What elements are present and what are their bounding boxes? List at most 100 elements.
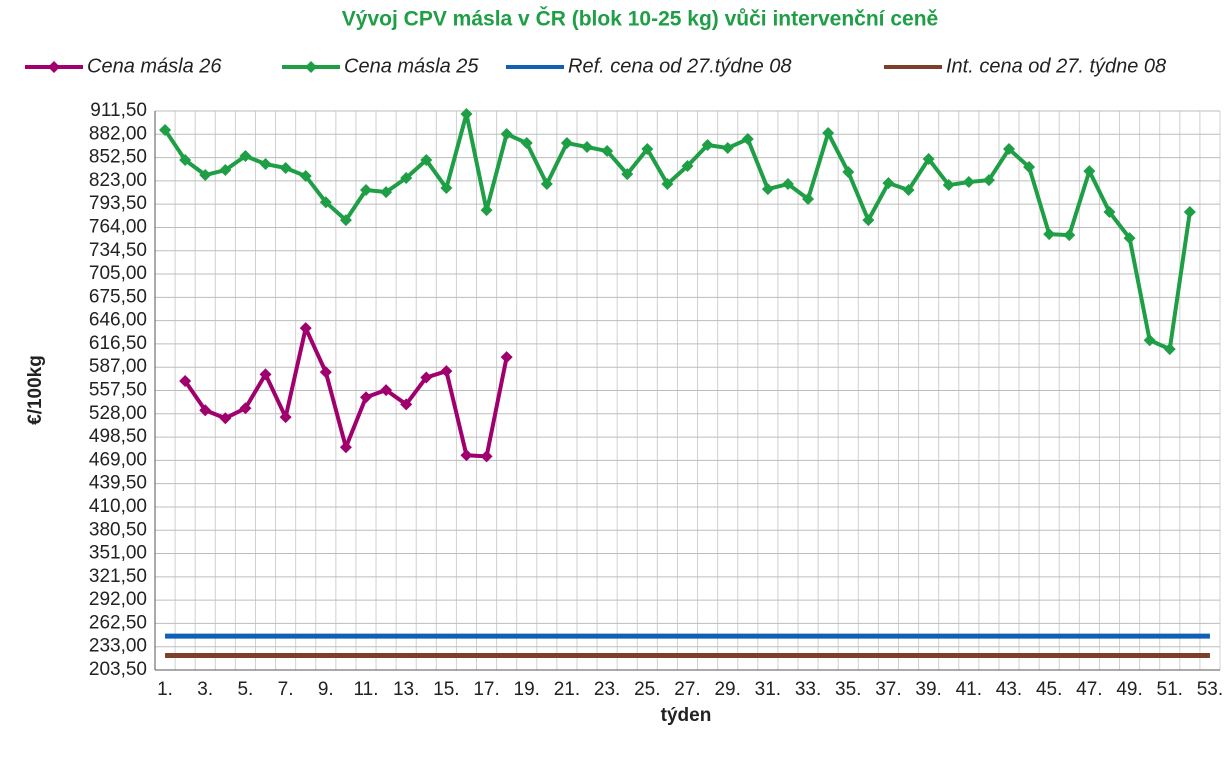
point (319, 196, 332, 209)
point (1003, 143, 1016, 156)
point (1103, 206, 1116, 219)
point (359, 391, 372, 404)
point (1043, 228, 1056, 241)
point (380, 186, 393, 199)
x-tick-label: 49. (1116, 679, 1142, 700)
x-tick-label: 45. (1036, 679, 1062, 700)
y-tick-label: 498,50 (89, 426, 147, 447)
x-tick-label: 1. (157, 679, 173, 700)
x-tick-label: 37. (875, 679, 901, 700)
point (721, 142, 734, 155)
legend-marker (305, 61, 317, 73)
point (239, 150, 252, 163)
point (1183, 206, 1196, 219)
point (359, 184, 372, 197)
y-tick-label: 262,50 (89, 612, 147, 633)
point (239, 402, 252, 415)
point (842, 166, 855, 179)
point (802, 193, 815, 206)
x-tick-label: 47. (1076, 679, 1102, 700)
x-tick-label: 15. (433, 679, 459, 700)
point (199, 404, 212, 417)
point (500, 351, 513, 364)
y-tick-label: 380,50 (89, 519, 147, 540)
point (440, 365, 453, 378)
legend-label: Ref. cena od 27.týdne 08 (568, 55, 792, 77)
point (560, 137, 573, 150)
point (259, 158, 272, 171)
point (339, 214, 352, 227)
point (1163, 343, 1176, 356)
point (942, 179, 955, 192)
y-tick-label: 764,00 (89, 216, 147, 237)
y-tick-label: 203,50 (89, 659, 147, 680)
point (319, 366, 332, 379)
point (420, 154, 433, 167)
y-tick-label: 528,00 (89, 403, 147, 424)
point (862, 214, 875, 227)
point (500, 128, 513, 141)
legend-label: Cena másla 26 (87, 55, 222, 77)
point (1083, 165, 1096, 178)
point (299, 170, 312, 183)
x-tick-label: 5. (237, 679, 253, 700)
y-tick-label: 410,00 (89, 496, 147, 517)
x-tick-label: 43. (996, 679, 1022, 700)
point (460, 449, 473, 462)
x-tick-label: 41. (956, 679, 982, 700)
y-tick-label: 439,50 (89, 473, 147, 494)
point (460, 108, 473, 121)
point (199, 169, 212, 182)
point (259, 368, 272, 381)
legend-label: Cena másla 25 (344, 55, 479, 77)
y-tick-label: 292,00 (89, 589, 147, 610)
point (781, 178, 794, 191)
x-tick-label: 53. (1197, 679, 1223, 700)
point (1063, 229, 1076, 242)
point (540, 178, 553, 191)
y-tick-label: 734,50 (89, 240, 147, 261)
point (420, 371, 433, 384)
point (520, 137, 533, 150)
point (661, 178, 674, 191)
point (902, 184, 915, 197)
point (179, 154, 192, 167)
y-tick-label: 882,00 (89, 123, 147, 144)
point (400, 172, 413, 185)
point (480, 204, 493, 217)
x-tick-label: 7. (278, 679, 294, 700)
x-tick-label: 3. (197, 679, 213, 700)
x-tick-label: 51. (1157, 679, 1183, 700)
point (761, 183, 774, 196)
y-tick-label: 351,00 (89, 543, 147, 564)
x-tick-label: 11. (353, 679, 378, 700)
point (279, 411, 292, 424)
x-tick-label: 33. (795, 679, 821, 700)
y-tick-label: 321,50 (89, 566, 147, 587)
point (741, 133, 754, 146)
y-tick-label: 705,00 (89, 263, 147, 284)
y-tick-label: 587,00 (89, 356, 147, 377)
x-tick-label: 23. (594, 679, 620, 700)
point (1143, 334, 1156, 347)
y-tick-label: 823,00 (89, 170, 147, 191)
point (299, 322, 312, 335)
y-axis-label: €/100kg (25, 355, 46, 425)
point (601, 145, 614, 158)
y-tick-label: 852,50 (89, 147, 147, 168)
x-tick-label: 29. (714, 679, 740, 700)
point (219, 164, 232, 177)
x-axis-label: týden (661, 705, 712, 726)
x-tick-label: 13. (393, 679, 419, 700)
point (641, 143, 654, 156)
y-tick-label: 616,50 (89, 333, 147, 354)
point (339, 441, 352, 454)
point (621, 168, 634, 181)
x-tick-label: 21. (554, 679, 580, 700)
point (380, 384, 393, 397)
point (279, 162, 292, 175)
x-tick-label: 9. (318, 679, 334, 700)
x-tick-label: 17. (473, 679, 499, 700)
x-tick-label: 27. (674, 679, 700, 700)
